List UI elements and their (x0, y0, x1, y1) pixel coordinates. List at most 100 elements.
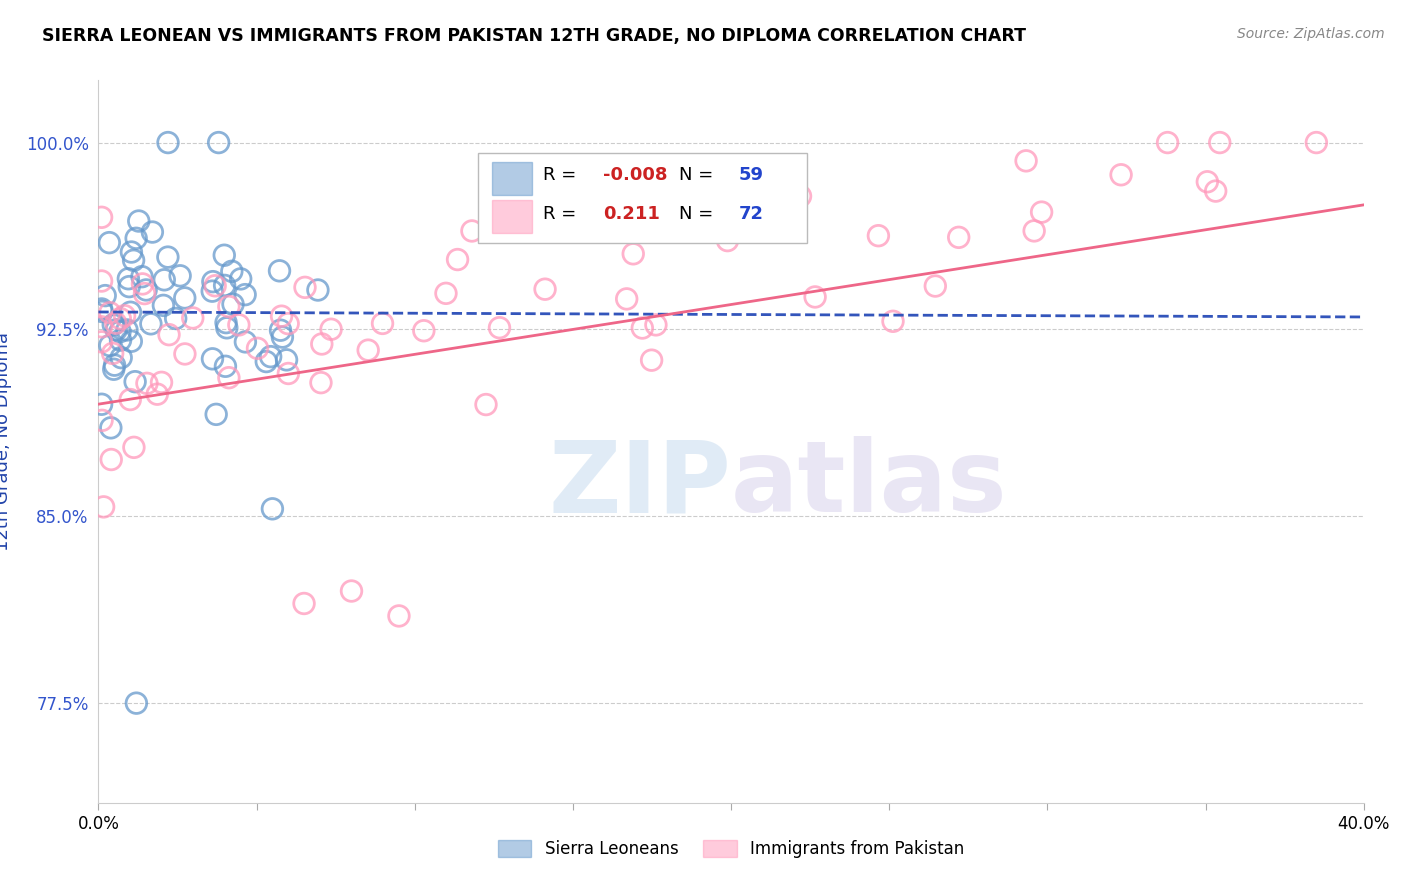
Point (769, 212, 792, 227)
Point (90, 211, 112, 225)
Point (214, 278, 236, 293)
Point (169, 268, 191, 283)
Text: N =: N = (679, 204, 720, 222)
Point (412, 324, 434, 338)
Text: R =: R = (543, 204, 582, 222)
Point (124, 375, 146, 389)
Point (1205, 184, 1227, 198)
Point (1156, 136, 1178, 150)
Text: R =: R = (543, 166, 582, 184)
Point (103, 358, 125, 372)
Point (181, 310, 204, 325)
Text: Source: ZipAtlas.com: Source: ZipAtlas.com (1237, 27, 1385, 41)
Point (868, 228, 890, 243)
Point (218, 300, 240, 314)
Point (90, 397, 112, 411)
Point (716, 234, 738, 248)
Point (259, 350, 281, 364)
Point (1024, 224, 1046, 238)
Point (235, 334, 257, 349)
Point (120, 334, 142, 349)
Point (948, 230, 970, 244)
Point (103, 362, 125, 376)
Point (228, 318, 250, 332)
Point (534, 282, 557, 296)
Point (136, 376, 159, 391)
Point (118, 279, 141, 293)
Point (131, 269, 153, 284)
Point (222, 297, 245, 311)
FancyBboxPatch shape (478, 153, 807, 243)
Point (292, 597, 315, 611)
Point (94, 288, 117, 302)
Point (357, 343, 380, 358)
Text: atlas: atlas (731, 436, 1008, 533)
Point (882, 314, 904, 328)
Point (157, 327, 180, 342)
Point (270, 309, 292, 323)
Point (276, 352, 298, 367)
Point (616, 292, 638, 306)
Point (1015, 153, 1038, 168)
Point (576, 191, 599, 205)
Point (309, 376, 332, 390)
Point (90, 274, 112, 288)
Point (115, 323, 138, 337)
Point (215, 316, 238, 330)
Point (271, 330, 294, 344)
Point (262, 501, 284, 516)
Point (90, 334, 112, 349)
Point (125, 696, 148, 710)
Point (1209, 136, 1232, 150)
Point (277, 367, 299, 381)
Point (214, 248, 236, 262)
Point (621, 247, 644, 261)
Point (122, 441, 145, 455)
Point (645, 318, 668, 332)
Point (1031, 205, 1053, 219)
Point (128, 214, 150, 228)
Point (157, 136, 180, 150)
Text: 72: 72 (738, 204, 763, 222)
Point (246, 342, 269, 356)
Point (214, 359, 236, 374)
Point (135, 283, 157, 297)
Point (90, 301, 112, 316)
Point (93, 500, 115, 514)
Point (488, 320, 510, 334)
Point (534, 225, 557, 239)
Y-axis label: 12th Grade, No Diploma: 12th Grade, No Diploma (0, 332, 11, 551)
Point (215, 321, 238, 335)
Point (434, 286, 457, 301)
Point (294, 280, 316, 294)
Point (201, 275, 224, 289)
Point (134, 286, 156, 301)
Point (110, 311, 132, 326)
Point (461, 224, 484, 238)
Point (98, 338, 121, 352)
Point (371, 317, 394, 331)
Point (153, 273, 176, 287)
Point (146, 387, 169, 401)
Point (110, 351, 132, 365)
Point (307, 283, 329, 297)
Text: -0.008: -0.008 (603, 166, 668, 184)
Point (205, 408, 228, 422)
Point (150, 376, 173, 390)
Point (529, 185, 551, 199)
Point (90, 319, 112, 334)
Text: 0.211: 0.211 (603, 204, 661, 222)
Point (340, 584, 363, 599)
Text: 59: 59 (738, 166, 763, 184)
Point (174, 347, 197, 361)
Point (98, 306, 121, 320)
Point (789, 189, 811, 203)
Point (201, 351, 224, 366)
Point (277, 317, 299, 331)
Point (91, 413, 114, 427)
Point (110, 333, 132, 347)
Point (114, 309, 136, 323)
Text: ZIP: ZIP (548, 436, 731, 533)
Point (269, 264, 291, 278)
Point (152, 298, 174, 312)
